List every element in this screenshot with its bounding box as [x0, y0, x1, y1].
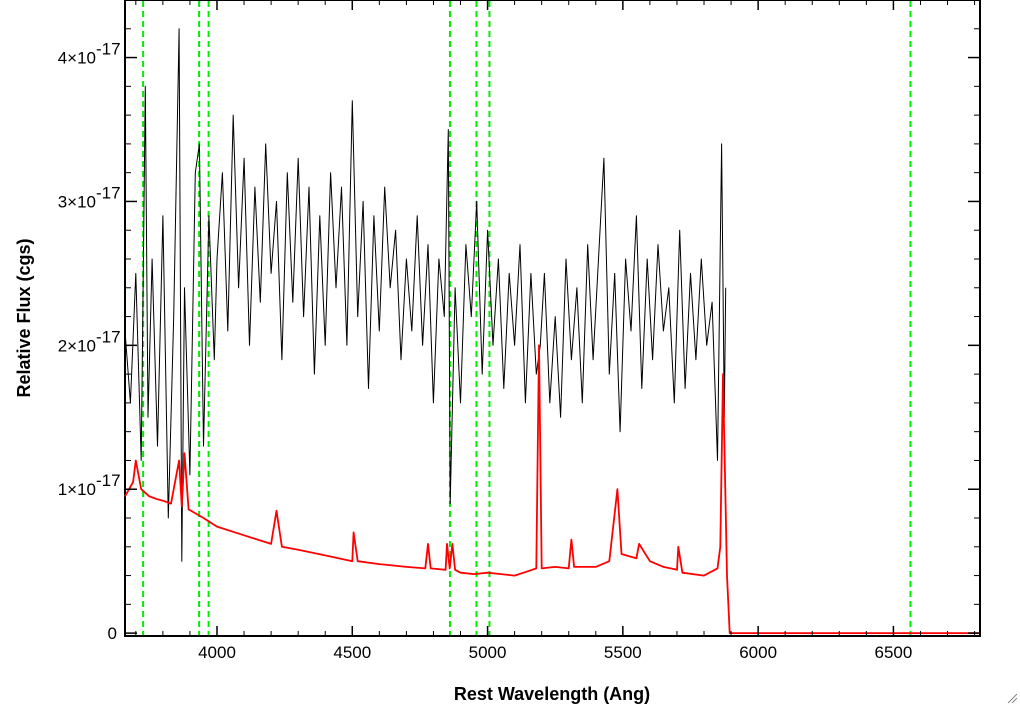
- y-tick-exponent-1: -17: [96, 471, 121, 490]
- series-line-0: [124, 28, 727, 562]
- x-tick-label-3: 5500: [604, 643, 642, 662]
- x-tick-label-0: 4000: [198, 643, 236, 662]
- y-axis-label: Relative Flux (cgs): [14, 238, 34, 397]
- y-tick-exponent-4: -17: [96, 40, 121, 59]
- x-tick-label-5: 6500: [875, 643, 913, 662]
- emission-line-markers: [142, 1, 912, 635]
- data-series: [124, 28, 981, 634]
- y-tick-label-4: 4×10: [58, 49, 96, 68]
- y-tick-label-0: 0: [108, 624, 117, 643]
- y-tick-exponent-3: -17: [96, 183, 121, 202]
- y-tick-label-2: 2×10: [58, 336, 96, 355]
- x-axis-label: Rest Wavelength (Ang): [454, 684, 650, 704]
- plot-border: [124, 0, 981, 637]
- x-tick-label-2: 5000: [469, 643, 507, 662]
- x-tick-label-1: 4500: [333, 643, 371, 662]
- series-line-1: [124, 344, 980, 634]
- plot-frame: [124, 0, 981, 637]
- y-axis-ticks: 01×10 -172×10 -173×10 -174×10 -17: [58, 28, 980, 643]
- x-tick-label-4: 6000: [739, 643, 777, 662]
- y-tick-label-3: 3×10: [58, 192, 96, 211]
- y-tick-exponent-2: -17: [96, 327, 121, 346]
- y-tick-label-1: 1×10: [58, 480, 96, 499]
- resize-grip-icon[interactable]: [1006, 692, 1018, 704]
- x-axis-ticks: 4000 4500 5000 5500 6000 6500: [135, 0, 976, 662]
